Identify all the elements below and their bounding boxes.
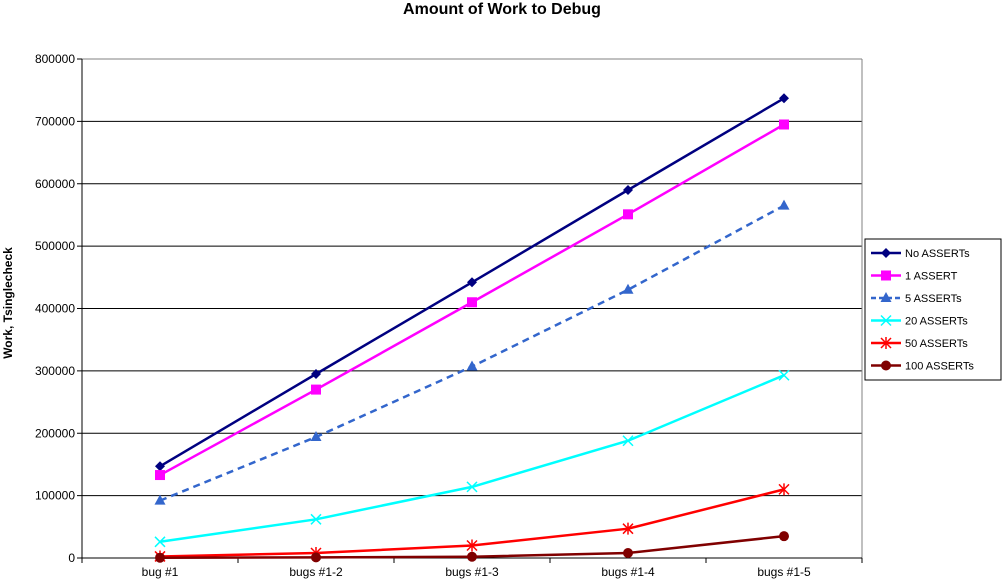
data-point bbox=[466, 481, 478, 493]
series bbox=[155, 531, 789, 563]
legend-box bbox=[864, 238, 1002, 381]
data-point bbox=[778, 483, 790, 496]
data-point bbox=[779, 93, 789, 104]
data-point bbox=[623, 209, 633, 220]
legend-label: 100 ASSERTs bbox=[905, 361, 974, 373]
data-point bbox=[155, 470, 165, 481]
legend-label: 5 ASSERTs bbox=[905, 293, 962, 305]
data-point bbox=[311, 384, 321, 395]
legend-item: 20 ASSERTs bbox=[871, 314, 968, 328]
gridlines bbox=[82, 58, 862, 497]
data-point bbox=[466, 539, 478, 552]
data-point bbox=[779, 119, 789, 130]
legend-item: 50 ASSERTs bbox=[871, 337, 968, 350]
data-point bbox=[155, 461, 165, 472]
chart-title: Amount of Work to Debug bbox=[403, 1, 601, 18]
series bbox=[155, 93, 789, 472]
data-point bbox=[154, 536, 166, 548]
y-tick-label: 300000 bbox=[35, 364, 75, 378]
data-point bbox=[466, 360, 478, 371]
data-point bbox=[623, 548, 633, 559]
legend-label: 1 ASSERT bbox=[905, 271, 958, 283]
data-point bbox=[881, 248, 891, 258]
y-axis-label: Work, Tsinglecheck bbox=[1, 247, 15, 359]
series-group bbox=[154, 93, 790, 563]
x-tick-label: bugs #1-2 bbox=[289, 565, 343, 579]
data-point bbox=[880, 292, 892, 302]
axes: 0 100000 200000 300000 400000 500000 600000 700… bbox=[35, 52, 863, 579]
data-point bbox=[311, 552, 321, 563]
series-line bbox=[159, 204, 785, 502]
series-line bbox=[159, 374, 785, 544]
x-tick-label: bugs #1-4 bbox=[601, 565, 655, 579]
y-tick-label: 700000 bbox=[35, 114, 75, 128]
y-tick-label: 600000 bbox=[35, 177, 75, 191]
legend: No ASSERTs 1 ASSERT 5 ASSERTs 20 ASSERTs 50 … bbox=[864, 238, 1002, 381]
data-point bbox=[880, 337, 892, 349]
y-tick-label: 200000 bbox=[35, 426, 75, 440]
data-point bbox=[622, 283, 634, 294]
data-point bbox=[467, 551, 477, 562]
x-tick-label: bugs #1-5 bbox=[757, 565, 811, 579]
data-point bbox=[467, 277, 477, 288]
data-point bbox=[622, 522, 634, 535]
y-tick-label: 500000 bbox=[35, 239, 75, 253]
legend-item: 5 ASSERTs bbox=[871, 292, 962, 305]
data-point bbox=[622, 435, 634, 447]
legend-label: 20 ASSERTs bbox=[905, 316, 968, 328]
legend-label: No ASSERTs bbox=[905, 248, 970, 260]
data-point bbox=[467, 297, 477, 308]
y-tick-label: 100000 bbox=[35, 489, 75, 503]
data-point bbox=[778, 369, 790, 381]
series bbox=[154, 199, 790, 505]
y-tick-label: 400000 bbox=[35, 302, 75, 316]
data-point bbox=[623, 184, 633, 195]
data-point bbox=[778, 199, 790, 210]
series bbox=[155, 119, 789, 481]
x-tick-label: bug #1 bbox=[142, 565, 179, 579]
x-tick-label: bugs #1-3 bbox=[445, 565, 499, 579]
data-point bbox=[779, 531, 789, 542]
legend-item: No ASSERTs bbox=[871, 248, 970, 260]
data-point bbox=[881, 270, 891, 281]
data-point bbox=[881, 360, 891, 371]
data-point bbox=[154, 494, 166, 505]
data-point bbox=[155, 552, 165, 563]
legend-item: 1 ASSERT bbox=[871, 270, 958, 283]
data-point bbox=[311, 368, 321, 379]
y-tick-label: 0 bbox=[68, 551, 75, 565]
data-point bbox=[310, 430, 322, 441]
legend-label: 50 ASSERTs bbox=[905, 338, 968, 350]
data-point bbox=[310, 513, 322, 525]
y-tick-label: 800000 bbox=[35, 52, 75, 66]
data-point bbox=[880, 314, 892, 327]
series bbox=[154, 369, 790, 548]
legend-item: 100 ASSERTs bbox=[871, 360, 974, 373]
